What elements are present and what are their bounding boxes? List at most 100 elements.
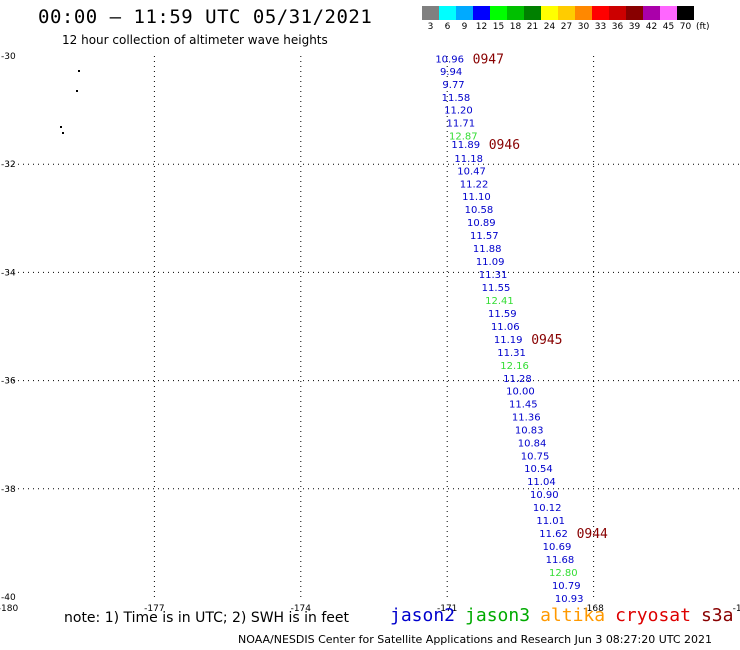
- color-swatch-label: 21: [526, 22, 539, 32]
- swh-value: 10.83: [515, 425, 544, 436]
- color-swatch-label: 9: [461, 22, 468, 32]
- swh-value: 10.58: [465, 205, 494, 216]
- note-text: note: 1) Time is in UTC; 2) SWH is in fe…: [64, 610, 350, 626]
- swh-value: 9.77: [442, 80, 464, 91]
- legend-s3a: s3a: [700, 605, 734, 626]
- color-swatch-label: 39: [628, 22, 641, 32]
- swh-value: 11.09: [476, 257, 505, 268]
- swh-value: 11.36: [512, 412, 541, 423]
- x-tick-label: -16: [733, 604, 740, 614]
- swh-value: 10.96: [435, 55, 464, 66]
- color-swatch: [609, 6, 626, 20]
- x-tick-label: -177: [144, 604, 164, 614]
- swh-value: 11.45: [509, 399, 538, 410]
- x-tick-label: -180: [0, 604, 18, 614]
- swh-value: 11.01: [536, 516, 565, 527]
- time-label: 0946: [489, 138, 520, 153]
- swh-value: 11.62: [539, 529, 568, 540]
- color-swatch: [643, 6, 660, 20]
- swh-value: 11.20: [444, 106, 473, 117]
- swh-value: 12.16: [500, 361, 529, 372]
- color-swatch: [490, 6, 507, 20]
- swh-value: 11.19: [494, 335, 523, 346]
- island-speck: [60, 126, 62, 128]
- swh-value: 10.12: [533, 503, 562, 514]
- island-speck: [62, 132, 64, 134]
- y-tick-label: -32: [1, 160, 16, 170]
- color-swatch: [456, 6, 473, 20]
- color-swatch-label: 6: [444, 22, 451, 32]
- island-speck: [76, 90, 78, 92]
- color-swatch-label: 15: [492, 22, 505, 32]
- time-label: 0944: [577, 527, 608, 542]
- legend-altika: altika: [540, 605, 606, 626]
- time-label: 0947: [473, 53, 504, 68]
- swh-value: 10.90: [530, 490, 559, 501]
- swh-value: 11.88: [473, 244, 502, 255]
- color-swatch-label: 30: [577, 22, 590, 32]
- color-scale: 3 6 9 12 15 18 21 24 27 30 33 36 39 42 45 70 (ft): [422, 6, 710, 32]
- swh-value: 9.94: [440, 67, 462, 78]
- y-tick-label: -40: [1, 593, 16, 603]
- swh-value: 10.93: [555, 594, 584, 605]
- color-swatch: [660, 6, 677, 20]
- time-label: 0945: [531, 333, 562, 348]
- swh-value: 12.80: [549, 568, 578, 579]
- swh-value: 12.41: [485, 296, 514, 307]
- color-swatch-label: 27: [560, 22, 573, 32]
- color-swatch: [541, 6, 558, 20]
- swh-value: 10.69: [543, 542, 572, 553]
- swh-value: 10.89: [467, 218, 496, 229]
- page-subtitle: 12 hour collection of altimeter wave hei…: [62, 33, 328, 47]
- color-swatch: [422, 6, 439, 20]
- color-swatch: [439, 6, 456, 20]
- color-swatch-label: 70: [679, 22, 692, 32]
- color-swatch: [575, 6, 592, 20]
- color-swatch-label: 3: [427, 22, 434, 32]
- color-swatch-label: 36: [611, 22, 624, 32]
- color-swatch: [558, 6, 575, 20]
- swh-value: 10.84: [518, 438, 547, 449]
- color-swatch-label: 33: [594, 22, 607, 32]
- swh-value: 11.55: [482, 283, 511, 294]
- swh-value: 11.68: [546, 555, 575, 566]
- page-title: 00:00 – 11:59 UTC 05/31/2021: [38, 6, 373, 28]
- y-tick-label: -34: [1, 268, 16, 278]
- color-scale-unit: (ft): [696, 22, 710, 32]
- swh-value: 11.58: [442, 93, 471, 104]
- swh-value: 11.22: [460, 180, 489, 191]
- swh-value: 10.47: [457, 167, 486, 178]
- swh-value: 10.54: [524, 464, 553, 475]
- swh-value: 11.57: [470, 231, 499, 242]
- y-tick-label: -36: [1, 377, 16, 387]
- color-swatch: [524, 6, 541, 20]
- x-tick-label: -168: [583, 604, 604, 614]
- swh-value: 11.31: [479, 270, 508, 281]
- swh-value: 11.04: [527, 477, 556, 488]
- island-speck: [78, 70, 80, 72]
- legend-cryosat: cryosat: [615, 605, 691, 626]
- swh-value: 10.00: [506, 386, 535, 397]
- swh-value: 11.71: [447, 119, 476, 130]
- swh-value: 10.79: [552, 581, 581, 592]
- swh-value: 11.89: [451, 140, 480, 151]
- color-swatch-label: 45: [662, 22, 675, 32]
- color-swatch: [677, 6, 694, 20]
- swh-value: 11.10: [462, 192, 491, 203]
- color-swatch-label: 12: [475, 22, 488, 32]
- swh-value: 12.87: [449, 132, 478, 143]
- color-scale-labels: 3 6 9 12 15 18 21 24 27 30 33 36 39 42 45 70 (ft): [422, 20, 710, 32]
- color-swatch-label: 42: [645, 22, 658, 32]
- color-swatch: [473, 6, 490, 20]
- y-tick-label: -30: [1, 52, 16, 62]
- satellite-legend: jason2 jason3 altika cryosat s3a: [390, 605, 733, 626]
- color-swatch-label: 24: [543, 22, 556, 32]
- swh-value: 11.59: [488, 309, 517, 320]
- color-swatch: [507, 6, 524, 20]
- x-tick-label: -174: [291, 604, 312, 614]
- legend-jason3: jason3: [465, 605, 531, 626]
- x-tick-label: -171: [437, 604, 457, 614]
- legend-jason2: jason2: [390, 605, 456, 626]
- color-swatch: [626, 6, 643, 20]
